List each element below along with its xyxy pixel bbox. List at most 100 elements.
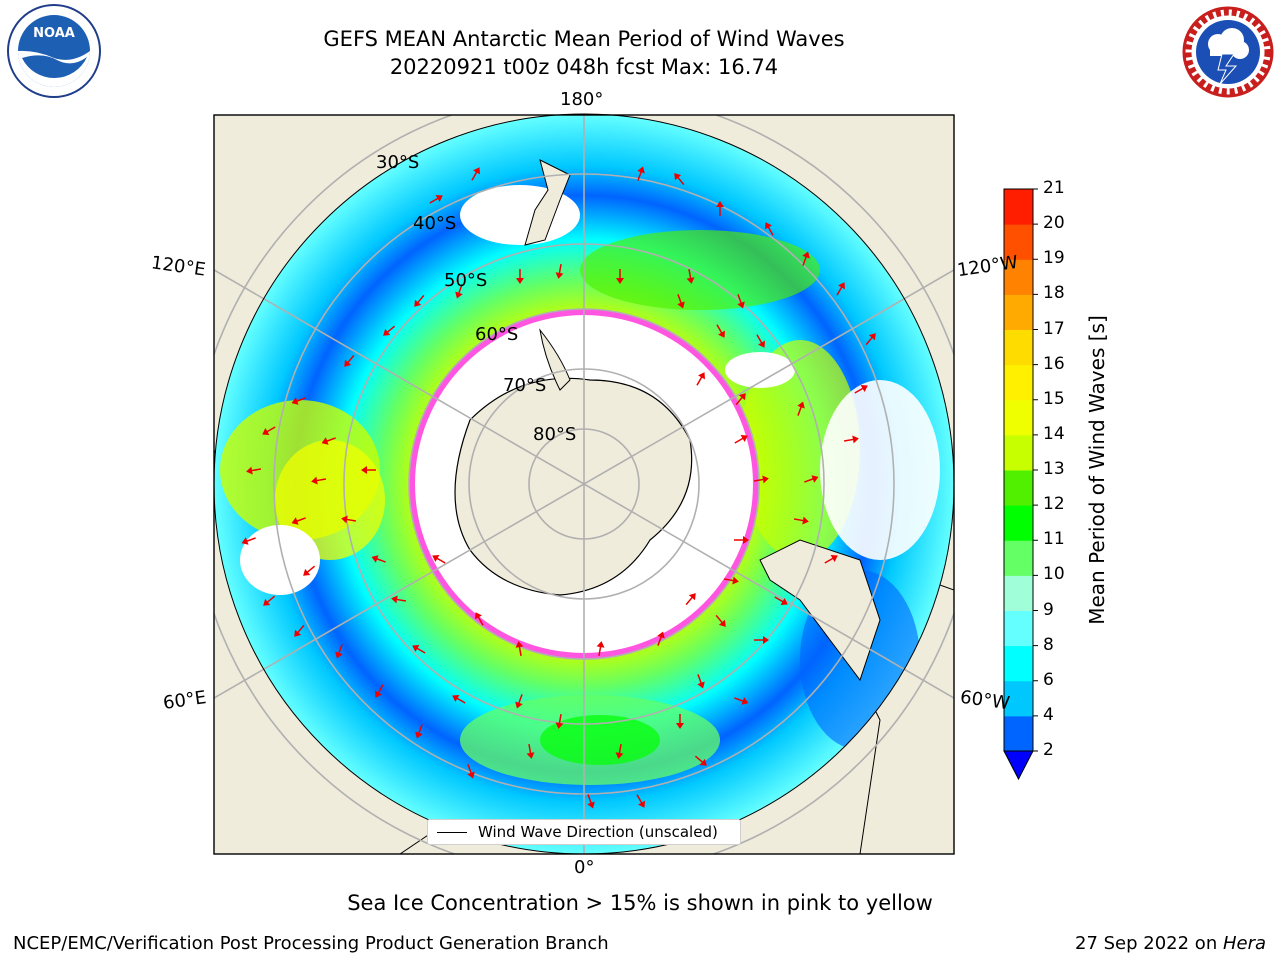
wind-wave-arrow bbox=[753, 475, 769, 484]
wind-wave-arrow bbox=[414, 294, 425, 307]
colorbar-bin bbox=[1004, 540, 1033, 576]
noaa-logo: NOAA bbox=[7, 4, 101, 98]
colorbar-tick-label: 13 bbox=[1043, 459, 1065, 479]
colorbar-under-extension bbox=[1003, 750, 1034, 781]
colorbar-tick-label: 19 bbox=[1043, 248, 1065, 269]
wind-wave-arrow bbox=[636, 794, 645, 808]
colorbar-bin bbox=[1004, 470, 1033, 506]
wind-wave-arrow bbox=[515, 694, 523, 709]
wind-wave-arrow bbox=[802, 251, 810, 266]
footer-credit: NCEP/EMC/Verification Post Processing Pr… bbox=[13, 933, 609, 954]
footer-machine: Hera bbox=[1222, 933, 1266, 954]
wind-wave-arrow bbox=[311, 476, 327, 485]
wind-wave-arrow bbox=[734, 697, 749, 705]
wind-wave-arrow bbox=[383, 325, 396, 336]
wind-wave-arrow bbox=[555, 713, 564, 729]
wind-wave-arrow bbox=[375, 684, 384, 698]
wind-wave-arrow bbox=[526, 743, 535, 759]
wind-wave-arrow bbox=[344, 354, 355, 367]
wind-wave-arrow bbox=[241, 537, 256, 545]
sea-ice-caption: Sea Ice Concentration > 15% is shown in … bbox=[347, 891, 933, 915]
colorbar-tick-label: 9 bbox=[1043, 599, 1054, 620]
wind-wave-arrow bbox=[716, 201, 724, 216]
colorbar-tick-label: 17 bbox=[1043, 318, 1065, 339]
wind-wave-arrow bbox=[804, 475, 819, 483]
colorbar-bin bbox=[1004, 329, 1033, 366]
colorbar-tick-label: 8 bbox=[1043, 634, 1054, 655]
colorbar-bin bbox=[1004, 224, 1033, 260]
wind-wave-arrow bbox=[371, 555, 386, 563]
colorbar-tick-label: 18 bbox=[1043, 283, 1065, 304]
colorbar-bin bbox=[1004, 259, 1033, 295]
wind-wave-arrow bbox=[246, 466, 262, 475]
colorbar-bin bbox=[1004, 575, 1033, 611]
colorbar-bin bbox=[1004, 645, 1033, 682]
wind-wave-arrow bbox=[291, 397, 306, 405]
colorbar-tick-label: 6 bbox=[1043, 669, 1054, 690]
wind-wave-arrow bbox=[516, 269, 524, 284]
colorbar-bin bbox=[1004, 399, 1033, 436]
lat-label-50s: 50°S bbox=[444, 270, 488, 291]
colorbar-bin bbox=[1004, 715, 1033, 752]
wind-wave-arrow bbox=[774, 596, 788, 605]
wind-wave-arrow bbox=[429, 195, 443, 204]
colorbar-bin bbox=[1004, 434, 1033, 471]
wind-wave-arrow bbox=[432, 555, 446, 564]
wind-wave-arrow bbox=[391, 595, 407, 604]
footer-date: 27 Sep 2022 on Hera bbox=[1075, 933, 1266, 954]
wind-wave-arrow bbox=[262, 426, 276, 435]
colorbar-tick-label: 16 bbox=[1043, 353, 1065, 374]
wind-wave-arrow bbox=[737, 294, 745, 309]
wind-wave-arrow bbox=[467, 764, 475, 779]
colorbar-tick-label: 14 bbox=[1043, 423, 1065, 444]
wind-wave-arrow bbox=[685, 593, 696, 606]
map-legend: Wind Wave Direction (unscaled) bbox=[427, 819, 741, 845]
colorbar-tick-label: 2 bbox=[1043, 740, 1054, 760]
wind-wave-arrow bbox=[696, 372, 705, 386]
colorbar-bin bbox=[1004, 189, 1033, 225]
wind-wave-arrow bbox=[674, 173, 685, 186]
colorbar-bin bbox=[1004, 294, 1033, 330]
wind-wave-arrow bbox=[452, 695, 466, 704]
chart-subtitle: 20220921 t00z 048h fcst Max: 16.74 bbox=[389, 55, 779, 79]
svg-text:NOAA: NOAA bbox=[33, 26, 75, 41]
colorbar-tick-label: 15 bbox=[1043, 388, 1065, 409]
wind-wave-arrow bbox=[303, 565, 316, 576]
wind-wave-arrow bbox=[455, 284, 463, 299]
wind-wave-arrow bbox=[677, 294, 685, 309]
nws-logo bbox=[1182, 6, 1274, 98]
wind-wave-arrow bbox=[797, 401, 805, 416]
wind-wave-arrow bbox=[263, 595, 276, 606]
colorbar-bin bbox=[1004, 364, 1033, 401]
colorbar-tick-label: 10 bbox=[1043, 564, 1065, 585]
wind-wave-arrow bbox=[735, 393, 746, 406]
wind-wave-arrow bbox=[716, 324, 725, 338]
wind-wave-arrow bbox=[615, 743, 624, 759]
wind-wave-arrow bbox=[341, 515, 357, 524]
colorbar-bin bbox=[1004, 505, 1033, 541]
wind-wave-arrow bbox=[854, 385, 868, 394]
wind-wave-arrow bbox=[321, 437, 336, 445]
footer-date-text: 27 Sep 2022 on bbox=[1075, 933, 1223, 954]
map-frame bbox=[213, 114, 955, 855]
wind-wave-arrow bbox=[865, 333, 876, 346]
colorbar-bin bbox=[1004, 680, 1033, 717]
wind-wave-arrow bbox=[715, 614, 726, 627]
wind-wave-arrow bbox=[754, 636, 769, 644]
wind-wave-arrow bbox=[335, 644, 343, 659]
legend-line-sample bbox=[437, 832, 467, 833]
wind-wave-arrow bbox=[361, 466, 376, 474]
lat-label-40s: 40°S bbox=[413, 213, 457, 234]
wind-wave-arrow bbox=[694, 755, 707, 766]
wind-wave-arrow bbox=[765, 222, 774, 236]
colorbar-tick-label: 21 bbox=[1043, 178, 1065, 198]
chart-title: GEFS MEAN Antarctic Mean Period of Wind … bbox=[323, 27, 845, 51]
wind-wave-arrow bbox=[836, 282, 845, 296]
wind-wave-arrow bbox=[294, 624, 305, 637]
wind-wave-arrow bbox=[824, 555, 838, 564]
wind-wave-arrow bbox=[657, 631, 665, 646]
lat-label-80s: 80°S bbox=[533, 424, 577, 445]
colorbar-tick-label: 20 bbox=[1043, 213, 1065, 234]
graticule bbox=[214, 115, 954, 854]
